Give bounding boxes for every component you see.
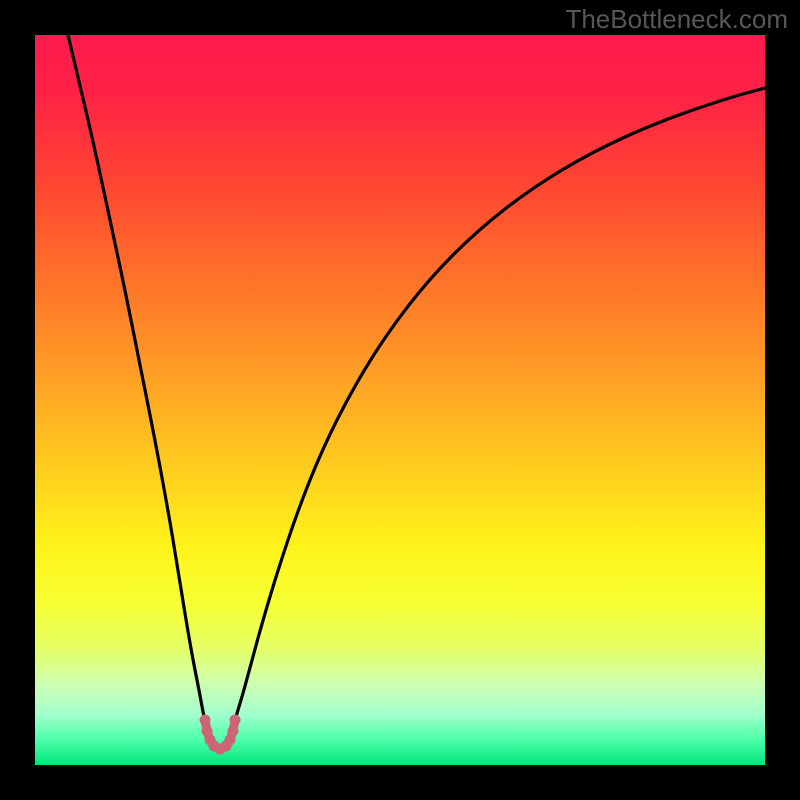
watermark-label: TheBottleneck.com (565, 4, 788, 35)
right-curve (235, 88, 765, 720)
curve-overlay (35, 35, 765, 765)
chart-plot-area (35, 35, 765, 765)
left-curve (68, 35, 205, 720)
outer-frame: TheBottleneck.com (0, 0, 800, 800)
marker-chain (200, 715, 241, 755)
